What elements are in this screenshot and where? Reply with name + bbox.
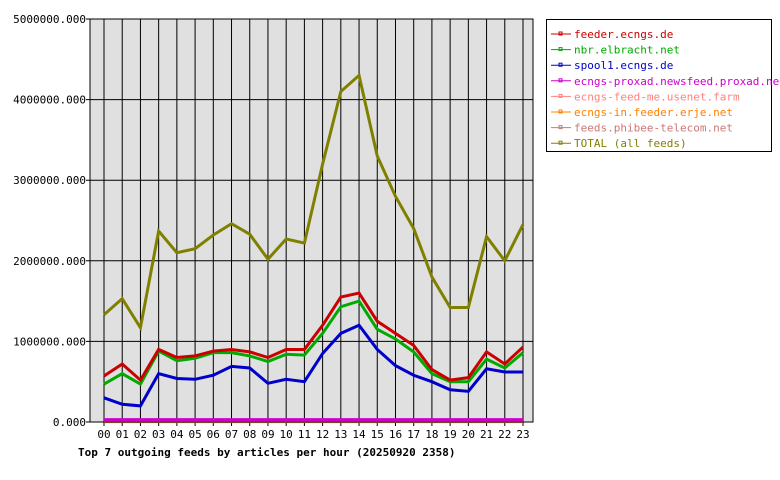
- x-tick-label: 21: [480, 428, 493, 441]
- x-tick-label: 12: [316, 428, 329, 441]
- x-tick-label: 22: [498, 428, 511, 441]
- series-line-7: [103, 72, 525, 332]
- x-tick-label: 08: [243, 428, 256, 441]
- legend-label: ecngs-proxad.newsfeed.proxad.net: [574, 75, 780, 88]
- y-tick-label: 2000000.000: [13, 255, 86, 268]
- x-tick-label: 04: [170, 428, 184, 441]
- x-tick-label: 19: [444, 428, 457, 441]
- legend-label: ecngs-feed-me.usenet.farm: [574, 90, 740, 103]
- legend-marker: [558, 93, 563, 98]
- x-tick-label: 10: [280, 428, 293, 441]
- legend-box: [546, 19, 772, 152]
- x-tick-label: 01: [116, 428, 129, 441]
- x-tick-label: 06: [207, 428, 220, 441]
- legend-marker: [558, 31, 563, 36]
- x-tick-label: 20: [462, 428, 475, 441]
- legend-marker: [558, 78, 563, 83]
- legend-marker: [558, 109, 563, 114]
- legend: feeder.ecngs.de nbr.elbracht.net spool1.ec…: [551, 28, 780, 150]
- legend-label: feeder.ecngs.de: [574, 28, 673, 41]
- legend-label: spool1.ecngs.de: [574, 59, 673, 72]
- chart-title: Top 7 outgoing feeds by articles per hou…: [78, 446, 456, 459]
- legend-label: feeds.phibee-telecom.net: [574, 122, 733, 135]
- x-tick-label: 09: [261, 428, 274, 441]
- x-tick-label: 11: [298, 428, 311, 441]
- y-tick-label: 3000000.000: [13, 174, 86, 187]
- plot-frame: [89, 18, 534, 423]
- x-tick-label: 05: [188, 428, 201, 441]
- y-tick-label: 1000000.000: [13, 335, 86, 348]
- x-tick-label: 16: [389, 428, 402, 441]
- legend-label: nbr.elbracht.net: [574, 44, 680, 57]
- x-tick-label: 18: [425, 428, 438, 441]
- x-tick-label: 03: [152, 428, 165, 441]
- x-tick-label: 23: [516, 428, 529, 441]
- plot-area: [90, 19, 533, 422]
- legend-marker: [558, 47, 563, 52]
- x-tick-label: 13: [334, 428, 347, 441]
- legend-label: ecngs-in.feeder.erje.net: [574, 106, 733, 119]
- x-tick-label: 02: [134, 428, 147, 441]
- x-tick-label: 07: [225, 428, 238, 441]
- y-tick-label: 0.000: [53, 416, 86, 429]
- series-line-1: [103, 299, 524, 387]
- y-tick-label: 5000000.000: [13, 13, 86, 26]
- x-tick-label: 15: [371, 428, 384, 441]
- legend-marker: [558, 140, 563, 145]
- x-tick-label: 14: [352, 428, 366, 441]
- series-line-0: [103, 291, 525, 383]
- x-tick-label: 17: [407, 428, 420, 441]
- y-tick-label: 4000000.000: [13, 94, 86, 107]
- legend-label: TOTAL (all feeds): [574, 137, 687, 150]
- series-line-2: [103, 323, 523, 408]
- x-tick-label: 00: [97, 428, 110, 441]
- legend-marker: [558, 125, 563, 130]
- legend-marker: [558, 62, 563, 67]
